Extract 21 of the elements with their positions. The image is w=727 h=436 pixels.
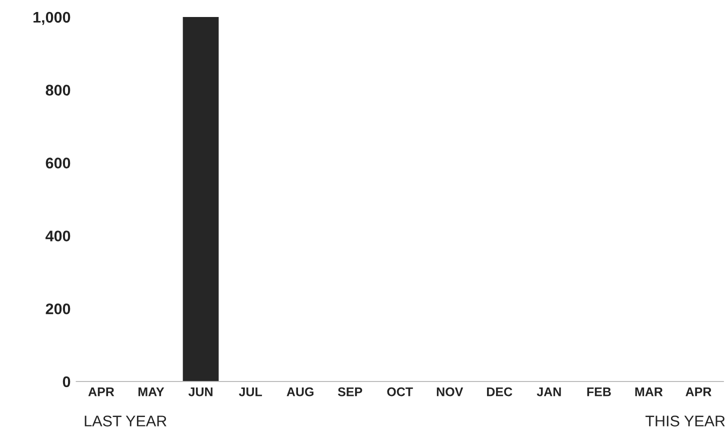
x-tick-label: SEP [338, 387, 362, 396]
text: THIS YEAR [646, 416, 725, 426]
y-tick-label: 800 [46, 84, 70, 96]
y-tick-label: 200 [46, 303, 70, 314]
x-tick-label: NOV [436, 387, 464, 396]
x-tick-label: JUN [188, 388, 212, 396]
x-tick-label: FEB [587, 388, 611, 396]
x-tick-label: JAN [536, 388, 561, 396]
x-tick-label: MAY [138, 388, 164, 396]
x-tick-label: AUG [286, 387, 314, 396]
y-tick-label: 0 [62, 376, 70, 388]
y-tick-label: 400 [46, 230, 70, 242]
y-tick-label: 600 [46, 158, 70, 168]
text: LAST YEAR [84, 416, 166, 426]
x-tick-label: MAR [635, 388, 663, 396]
x-tick-label: DEC [487, 387, 512, 396]
x-tick-label: OCT [387, 387, 413, 396]
x-tick-label: APR [686, 388, 712, 396]
x-tick-label: APR [88, 388, 114, 396]
y-tick-label: 1,000 [34, 12, 70, 25]
x-tick-label: JUL [238, 388, 262, 396]
